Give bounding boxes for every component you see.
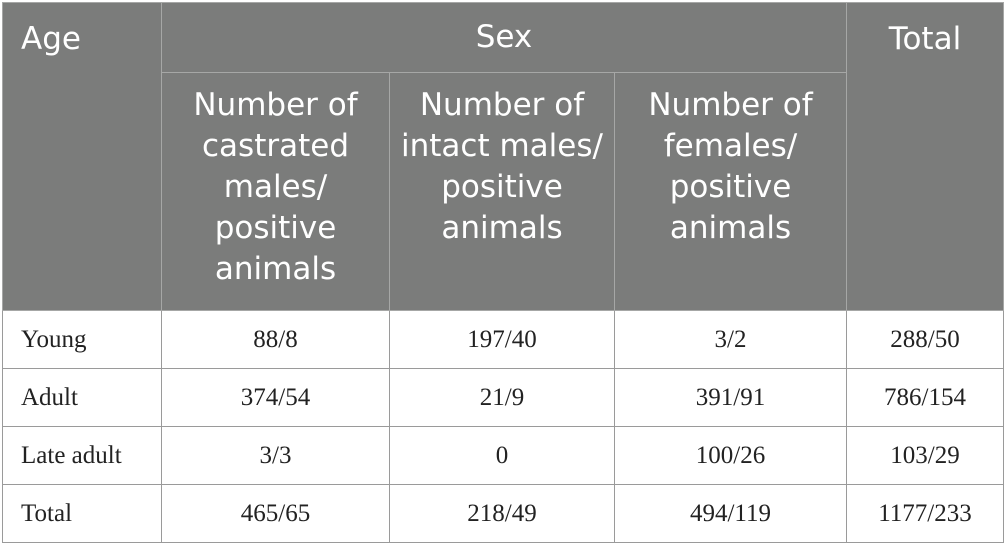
table-row: Young 88/8 197/40 3/2 288/50 bbox=[2, 310, 1004, 369]
row-label: Adult bbox=[2, 368, 162, 427]
intact-cell: 21/9 bbox=[389, 368, 615, 427]
table-row: Total 465/65 218/49 494/119 1177/233 bbox=[2, 484, 1004, 543]
age-column-header: Age bbox=[2, 2, 162, 311]
table-row: Adult 374/54 21/9 391/91 786/154 bbox=[2, 368, 1004, 427]
intact-males-header: Number of intact males/ positive animals bbox=[389, 72, 615, 311]
intact-cell: 197/40 bbox=[389, 310, 615, 369]
table-row: Late adult 3/3 0 100/26 103/29 bbox=[2, 426, 1004, 485]
castrated-cell: 374/54 bbox=[161, 368, 390, 427]
row-label: Late adult bbox=[2, 426, 162, 485]
females-cell: 494/119 bbox=[614, 484, 847, 543]
header-row-top: Age Sex Total bbox=[2, 2, 1004, 311]
castrated-cell: 3/3 bbox=[161, 426, 390, 485]
castrated-males-header: Number of castrated males/ positive anim… bbox=[161, 72, 390, 311]
row-label: Total bbox=[2, 484, 162, 543]
total-cell: 786/154 bbox=[846, 368, 1004, 427]
females-cell: 3/2 bbox=[614, 310, 847, 369]
total-column-header: Total bbox=[846, 2, 1004, 311]
intact-cell: 0 bbox=[389, 426, 615, 485]
table-header: Age Sex Total Number of castrated males/… bbox=[2, 2, 1004, 311]
females-cell: 100/26 bbox=[614, 426, 847, 485]
females-header: Number of females/ positive animals bbox=[614, 72, 847, 311]
total-cell: 1177/233 bbox=[846, 484, 1004, 543]
females-cell: 391/91 bbox=[614, 368, 847, 427]
total-cell: 288/50 bbox=[846, 310, 1004, 369]
sex-group-header: Sex bbox=[161, 2, 847, 73]
castrated-cell: 88/8 bbox=[161, 310, 390, 369]
total-cell: 103/29 bbox=[846, 426, 1004, 485]
intact-cell: 218/49 bbox=[389, 484, 615, 543]
data-table: Age Sex Total Number of castrated males/… bbox=[2, 2, 1004, 543]
row-label: Young bbox=[2, 310, 162, 369]
header-row-sub: Number of castrated males/ positive anim… bbox=[3, 72, 1004, 311]
table-body: Young 88/8 197/40 3/2 288/50 Adult 374/5… bbox=[2, 310, 1004, 543]
castrated-cell: 465/65 bbox=[161, 484, 390, 543]
